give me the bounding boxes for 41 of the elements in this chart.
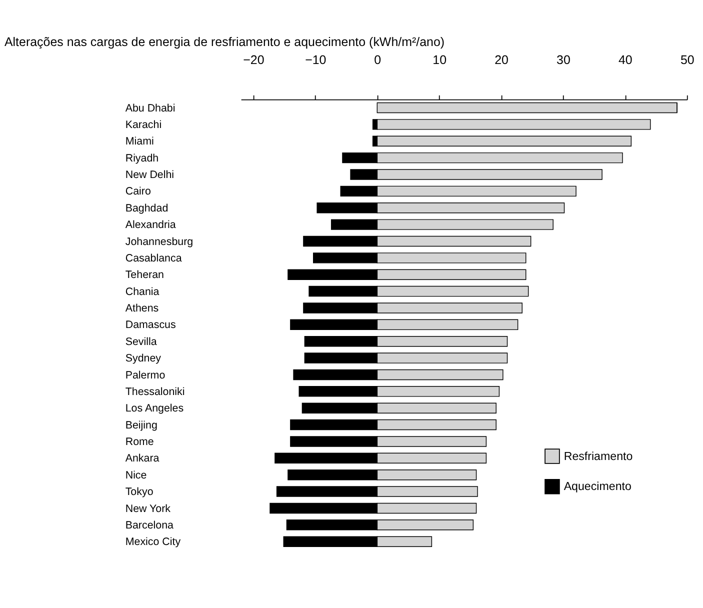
y-tick-label: Sevilla	[125, 336, 157, 348]
y-tick-label: Cairo	[125, 186, 151, 198]
bar	[376, 102, 678, 114]
y-tick-label: Rome	[125, 436, 154, 448]
y-tick-label: Karachi	[125, 119, 162, 132]
y-tick-label: New Delhi	[125, 169, 174, 182]
x-tick-label: −20	[243, 53, 264, 68]
y-tick-label: Miami	[125, 136, 154, 148]
x-tick-label: 30	[556, 53, 570, 68]
x-tick-label: 10	[432, 53, 447, 68]
x-tick-label: 20	[494, 53, 509, 68]
y-tick-label: Thessaloniki	[125, 386, 185, 398]
y-tick-label: Palermo	[125, 369, 166, 382]
legend-label: Aquecimento	[564, 481, 632, 494]
y-tick-label: Tokyo	[125, 486, 154, 498]
y-tick-label: Sydney	[125, 352, 162, 365]
y-tick-label: Beijing	[125, 419, 158, 432]
y-tick-label: Alexandria	[125, 219, 176, 232]
y-tick-label: Baghdad	[125, 202, 168, 214]
x-tick-label: 50	[680, 53, 694, 68]
y-tick-label: Casablanca	[125, 252, 182, 264]
y-tick-label: New York	[125, 502, 172, 515]
y-tick-label: Chania	[125, 286, 160, 298]
chart-title: Alterações nas cargas de energia de resfriamento e aquecimento (kWh/m²/ano)	[4, 34, 445, 49]
y-tick-label: Teheran	[125, 269, 164, 282]
x-tick-label: 40	[618, 53, 632, 68]
y-tick-label: Nice	[125, 469, 147, 482]
y-tick-label: Riyadh	[125, 152, 159, 164]
y-tick-label: Abu Dhabi	[125, 102, 176, 114]
y-tick-label: Ankara	[125, 452, 160, 465]
y-tick-label: Damascus	[125, 319, 176, 332]
x-tick-label: −10	[305, 53, 326, 68]
y-tick-label: Athens	[125, 302, 159, 315]
y-tick-label: Barcelona	[125, 519, 174, 532]
bar	[376, 119, 651, 130]
y-tick-label: Johannesburg	[125, 236, 194, 248]
y-tick-label: Los Angeles	[125, 402, 184, 415]
bar	[376, 136, 632, 146]
y-tick-label: Mexico City	[125, 536, 182, 548]
legend-label: Resfriamento	[564, 450, 633, 463]
x-tick-label: 0	[374, 53, 382, 68]
